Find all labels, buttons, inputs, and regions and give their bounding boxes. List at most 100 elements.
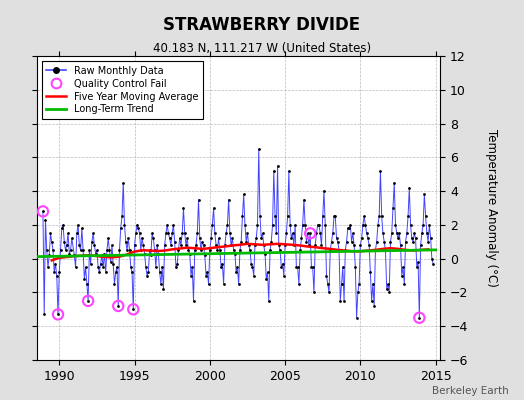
Point	[404, 213, 412, 220]
Point	[217, 264, 225, 270]
Point	[329, 230, 337, 236]
Point	[103, 247, 111, 254]
Point	[173, 260, 181, 267]
Point	[320, 188, 328, 194]
Point	[114, 303, 123, 309]
Point	[218, 260, 226, 267]
Point	[191, 247, 199, 254]
Point	[213, 247, 222, 254]
Point	[332, 235, 341, 242]
Point	[300, 196, 308, 203]
Point	[104, 235, 112, 242]
Point	[328, 238, 336, 245]
Point	[205, 247, 214, 254]
Point	[369, 281, 377, 287]
Point	[116, 225, 125, 232]
Point	[371, 247, 379, 254]
Point	[253, 222, 261, 228]
Point	[223, 222, 232, 228]
Point	[158, 264, 166, 270]
Point	[285, 168, 293, 174]
Point	[370, 303, 378, 309]
Point	[351, 264, 359, 270]
Point	[286, 222, 294, 228]
Point	[342, 238, 351, 245]
Point	[353, 314, 361, 321]
Point	[301, 222, 309, 228]
Point	[192, 242, 200, 248]
Point	[256, 213, 264, 220]
Point	[241, 222, 249, 228]
Point	[212, 242, 220, 248]
Point	[251, 242, 259, 248]
Point	[418, 230, 426, 236]
Point	[306, 230, 314, 236]
Point	[346, 222, 355, 228]
Point	[252, 235, 260, 242]
Point	[197, 247, 205, 254]
Point	[179, 205, 188, 211]
Point	[151, 264, 160, 270]
Point	[105, 247, 114, 254]
Point	[245, 242, 253, 248]
Point	[335, 247, 343, 254]
Point	[55, 269, 63, 275]
Point	[336, 298, 344, 304]
Point	[122, 238, 130, 245]
Point	[189, 298, 198, 304]
Point	[160, 242, 169, 248]
Point	[64, 230, 72, 236]
Point	[210, 205, 218, 211]
Point	[118, 213, 126, 220]
Point	[73, 230, 81, 236]
Point	[233, 264, 242, 270]
Point	[49, 247, 57, 254]
Point	[415, 314, 423, 321]
Point	[381, 247, 390, 254]
Point	[264, 269, 272, 275]
Point	[203, 269, 212, 275]
Point	[204, 281, 213, 287]
Point	[201, 252, 209, 258]
Point	[41, 217, 50, 223]
Point	[114, 303, 123, 309]
Point	[311, 242, 320, 248]
Point	[166, 235, 174, 242]
Point	[427, 235, 435, 242]
Point	[280, 272, 288, 279]
Point	[424, 238, 432, 245]
Point	[79, 247, 88, 254]
Point	[243, 230, 252, 236]
Point	[274, 162, 282, 169]
Point	[221, 242, 229, 248]
Point	[119, 180, 127, 186]
Point	[277, 264, 286, 270]
Point	[170, 238, 179, 245]
Point	[375, 213, 384, 220]
Point	[420, 191, 429, 198]
Point	[65, 250, 73, 257]
Point	[325, 289, 333, 296]
Point	[124, 235, 133, 242]
Point	[270, 168, 278, 174]
Point	[70, 252, 79, 258]
Point	[176, 235, 184, 242]
Point	[359, 222, 367, 228]
Point	[92, 250, 100, 257]
Point	[341, 247, 350, 254]
Point	[129, 306, 137, 312]
Point	[183, 235, 191, 242]
Point	[283, 213, 292, 220]
Point	[247, 260, 255, 267]
Point	[399, 264, 407, 270]
Point	[187, 272, 195, 279]
Point	[199, 242, 208, 248]
Point	[361, 222, 369, 228]
Point	[296, 247, 304, 254]
Point	[86, 260, 95, 267]
Point	[303, 230, 312, 236]
Point	[425, 222, 433, 228]
Point	[398, 272, 406, 279]
Point	[168, 230, 177, 236]
Point	[228, 235, 237, 242]
